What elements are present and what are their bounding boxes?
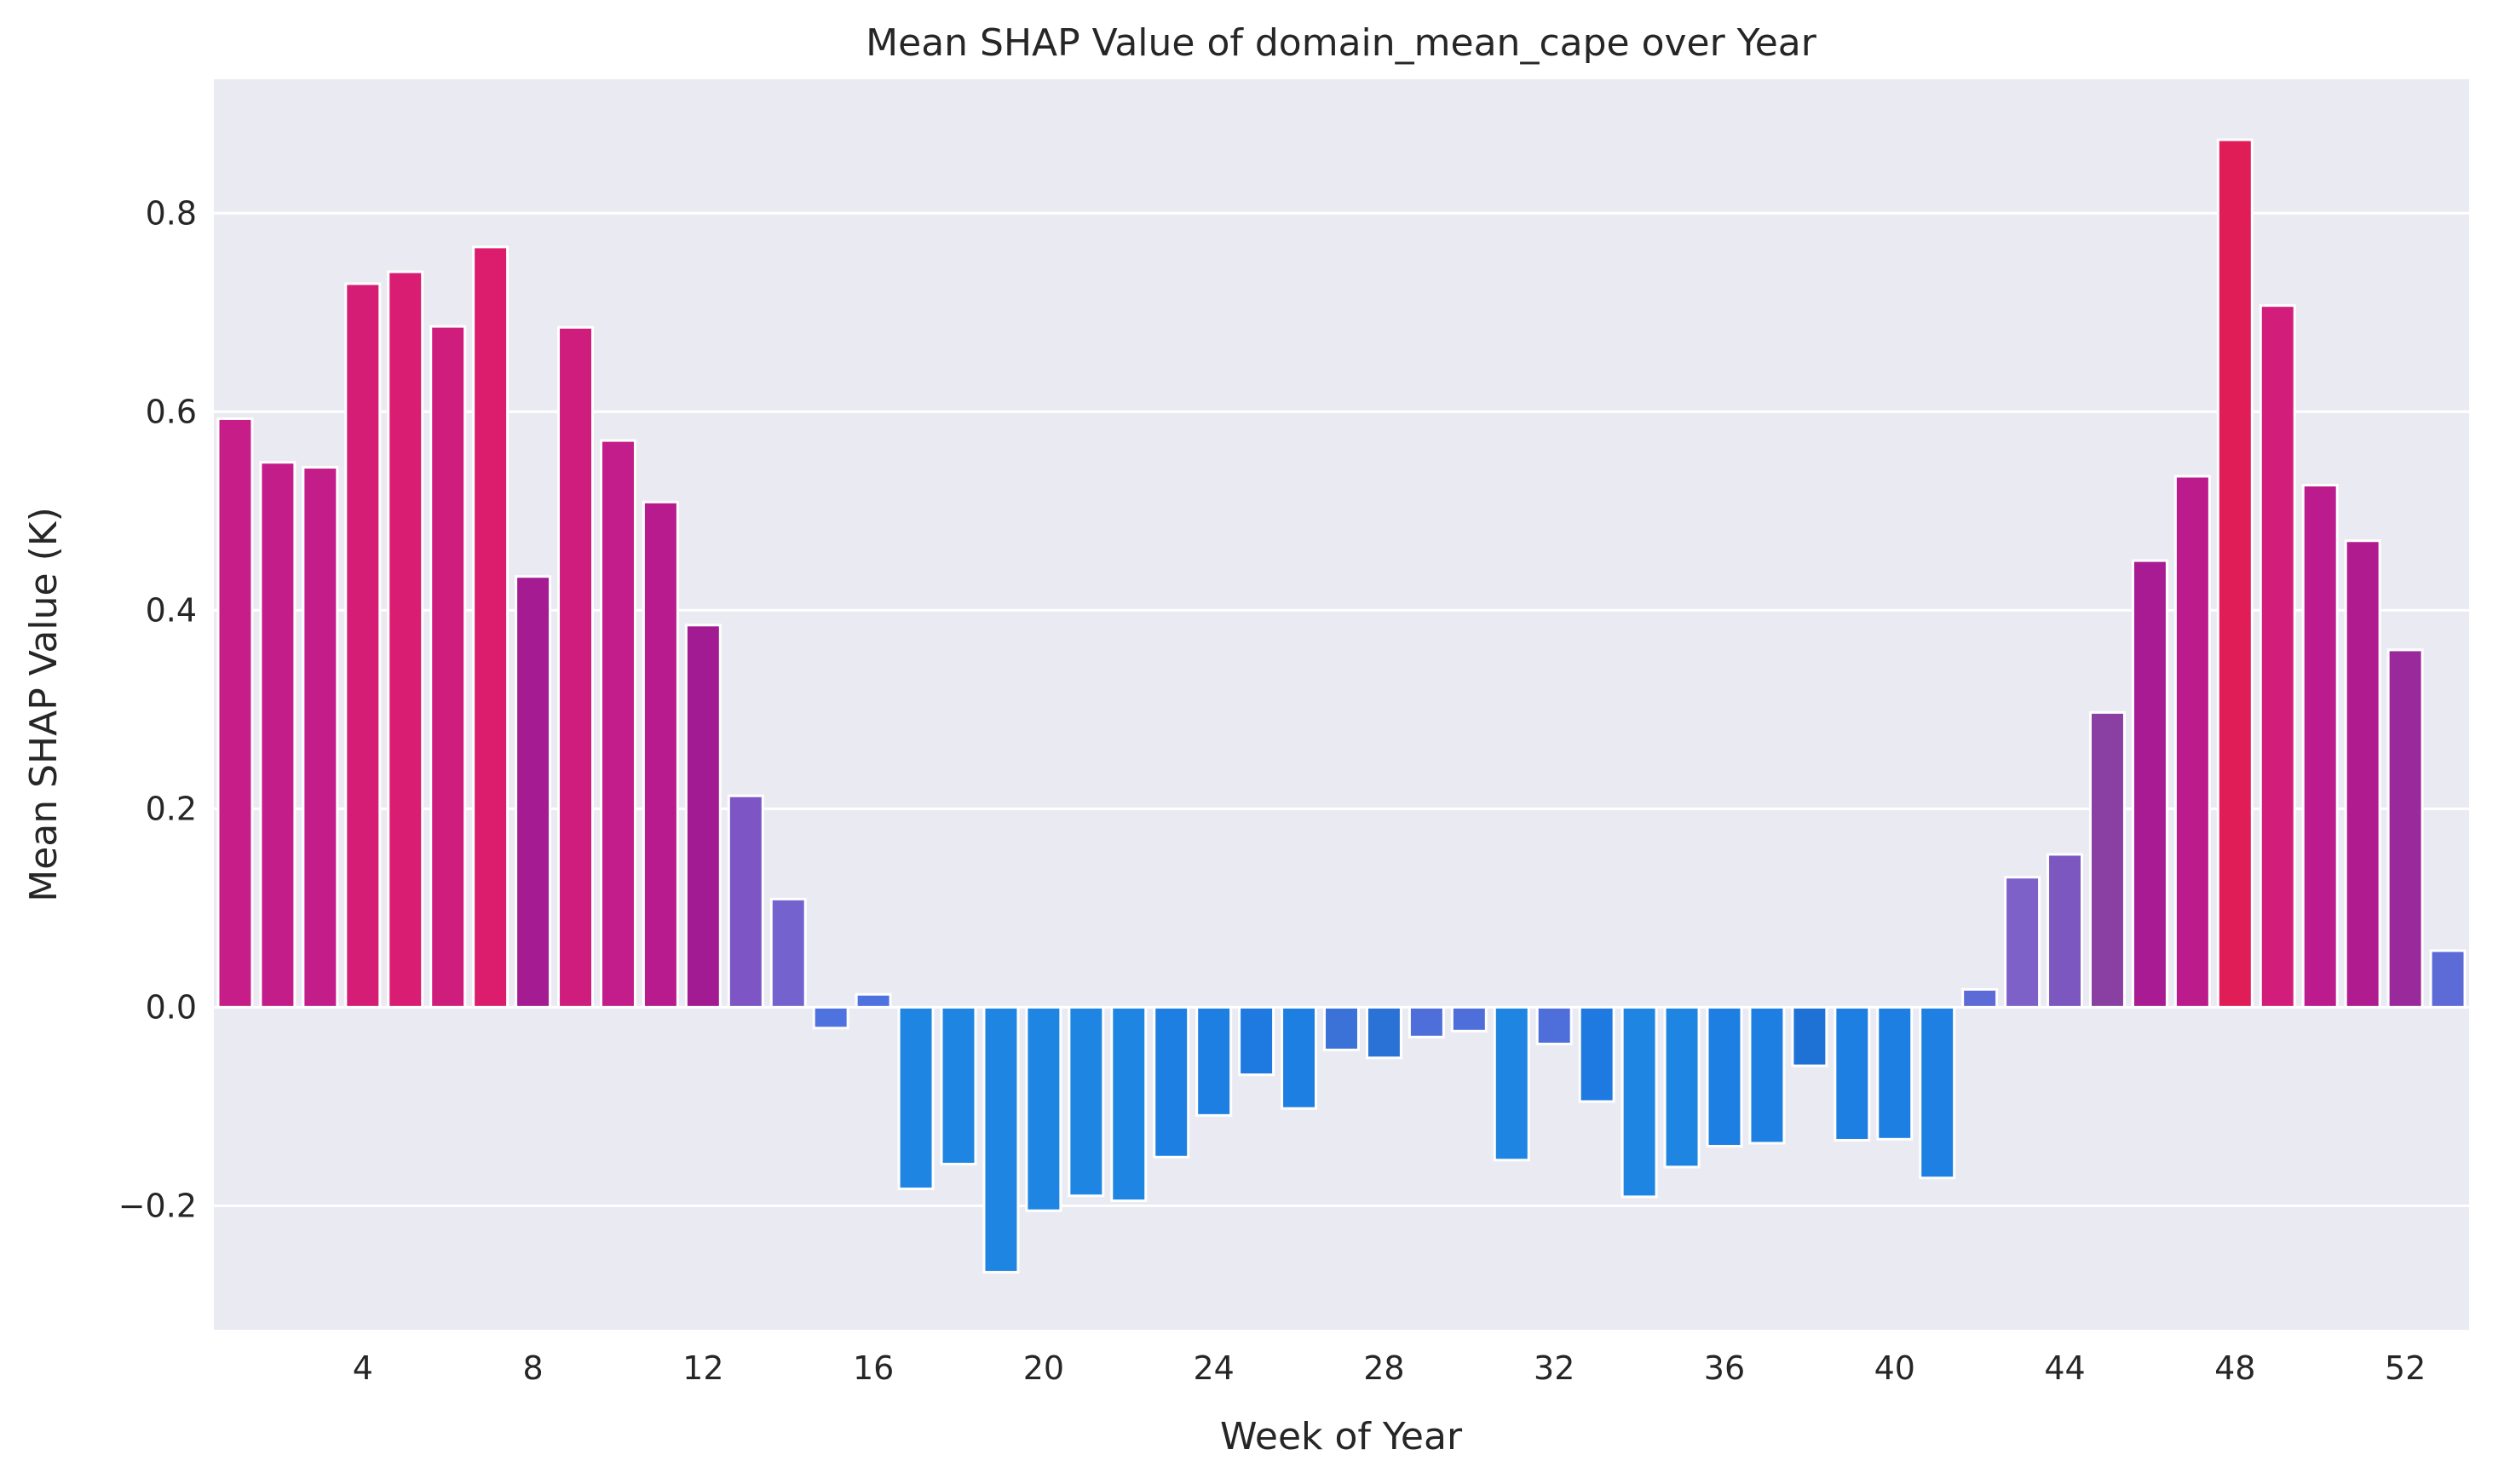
x-tick-label: 36: [1704, 1349, 1745, 1387]
y-tick-label: 0.0: [146, 988, 197, 1026]
bar-week-1: [216, 417, 254, 1009]
bar-week-19: [982, 1005, 1020, 1274]
bar-week-39: [1834, 1005, 1871, 1142]
bar-week-40: [1876, 1005, 1914, 1141]
bar-week-38: [1791, 1005, 1828, 1067]
bar-week-50: [2301, 484, 2339, 1009]
x-tick-label: 32: [1534, 1349, 1575, 1387]
bar-week-24: [1195, 1005, 1233, 1117]
bar-week-17: [897, 1005, 935, 1191]
y-tick-label: 0.6: [146, 393, 197, 430]
bar-week-30: [1450, 1005, 1488, 1032]
x-tick-label: 40: [1874, 1349, 1915, 1387]
bar-week-7: [472, 245, 509, 1009]
bar-week-12: [684, 624, 722, 1009]
x-tick-label: 16: [853, 1349, 894, 1387]
bar-week-53: [2429, 949, 2467, 1009]
bar-week-13: [727, 794, 764, 1009]
plot-area: [214, 79, 2469, 1330]
x-tick-label: 4: [353, 1349, 373, 1387]
x-tick-label: 24: [1193, 1349, 1234, 1387]
bar-week-26: [1281, 1005, 1318, 1110]
bar-week-10: [599, 439, 636, 1009]
bar-week-6: [429, 325, 467, 1009]
bar-week-32: [1535, 1005, 1573, 1045]
bar-week-5: [387, 270, 424, 1009]
bar-week-31: [1493, 1005, 1530, 1162]
bar-week-28: [1365, 1005, 1402, 1060]
bars: [216, 138, 2467, 1274]
y-tick-label: −0.2: [118, 1187, 197, 1224]
x-axis-label: Week of Year: [1220, 1415, 1463, 1458]
bar-week-33: [1578, 1005, 1615, 1103]
bar-week-48: [2216, 138, 2254, 1009]
bar-week-20: [1025, 1005, 1062, 1212]
bar-week-14: [769, 897, 807, 1009]
x-tick-label: 52: [2385, 1349, 2426, 1387]
bar-week-35: [1663, 1005, 1701, 1169]
bar-week-44: [2047, 853, 2084, 1009]
bar-week-37: [1748, 1005, 1786, 1145]
bar-week-3: [302, 466, 339, 1009]
bar-week-11: [642, 500, 679, 1009]
bar-week-15: [812, 1005, 849, 1030]
bar-week-22: [1110, 1005, 1148, 1203]
bar-week-27: [1323, 1005, 1360, 1051]
y-tick-label: 0.4: [146, 591, 197, 629]
bar-week-52: [2386, 648, 2424, 1009]
x-tick-label: 8: [522, 1349, 543, 1387]
x-tick-label: 12: [682, 1349, 723, 1387]
bar-week-18: [940, 1005, 977, 1165]
bar-week-51: [2344, 539, 2381, 1009]
y-axis-label: Mean SHAP Value (K): [22, 507, 66, 902]
chart-title: Mean SHAP Value of domain_mean_cape over…: [866, 21, 1817, 65]
x-tick-label: 20: [1023, 1349, 1064, 1387]
bar-week-34: [1621, 1005, 1658, 1199]
bar-week-43: [2004, 876, 2041, 1009]
bar-week-29: [1408, 1005, 1445, 1038]
y-tick-label: 0.8: [146, 194, 197, 232]
bar-week-9: [557, 325, 594, 1009]
bar-week-42: [1961, 987, 1999, 1009]
bar-week-36: [1706, 1005, 1743, 1148]
bar-week-49: [2259, 304, 2296, 1009]
bar-week-41: [1919, 1005, 1956, 1180]
y-tick-label: 0.2: [146, 790, 197, 827]
bar-week-2: [259, 461, 296, 1009]
bar-week-25: [1238, 1005, 1275, 1077]
y-axis-ticks: −0.2 0.0 0.2 0.4 0.6 0.8: [118, 194, 197, 1224]
x-axis-ticks: 4 8 12 16 20 24 28 32 36 40 44 48 52: [353, 1349, 2427, 1387]
x-tick-label: 44: [2044, 1349, 2085, 1387]
bar-week-45: [2089, 710, 2126, 1009]
x-tick-label: 48: [2214, 1349, 2255, 1387]
bar-week-8: [515, 575, 552, 1009]
bar-week-47: [2173, 475, 2211, 1009]
bar-week-4: [344, 282, 382, 1009]
x-tick-label: 28: [1363, 1349, 1404, 1387]
bar-week-23: [1153, 1005, 1190, 1159]
bar-week-16: [855, 992, 892, 1009]
bar-week-46: [2131, 559, 2168, 1009]
bar-week-21: [1068, 1005, 1105, 1198]
